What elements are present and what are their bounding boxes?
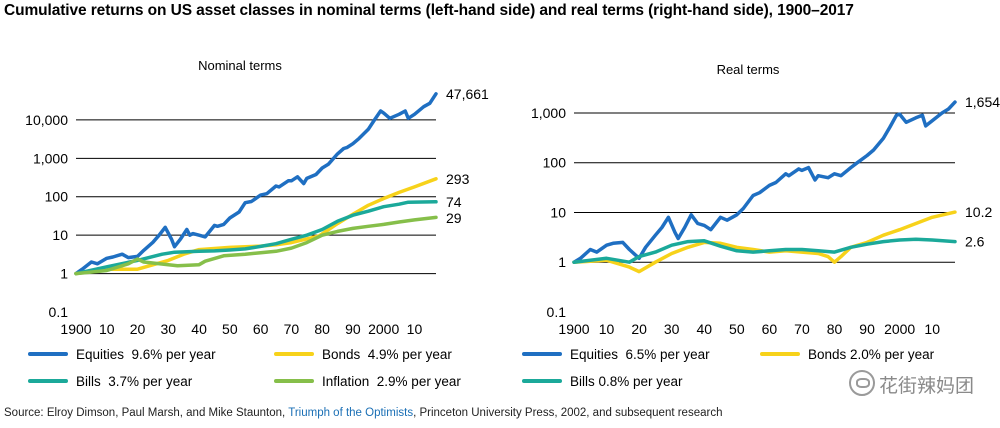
legend-label-equities: Equities 9.6% per year <box>76 347 216 362</box>
series-line-bills <box>572 237 957 264</box>
panel-title: Real terms <box>717 62 780 77</box>
legend-label-inflation: Inflation 2.9% per year <box>322 374 461 389</box>
end-label-bonds: 293 <box>446 171 470 187</box>
legend-label-bills: Bills 3.7% per year <box>76 374 193 389</box>
x-tick-label: 50 <box>222 321 238 337</box>
x-tick-label: 2000 <box>368 321 399 337</box>
x-tick-label: 70 <box>284 321 300 337</box>
y-tick-label: 0.1 <box>547 304 567 320</box>
watermark-text: 花街辣妈团 <box>878 375 974 397</box>
y-tick-label: 1,000 <box>33 150 68 166</box>
x-tick-label: 20 <box>130 321 146 337</box>
x-tick-label: 30 <box>161 321 177 337</box>
x-tick-label: 10 <box>99 321 115 337</box>
end-label-bills: 74 <box>446 194 462 210</box>
x-tick-label: 20 <box>631 321 647 337</box>
x-tick-label: 90 <box>345 321 361 337</box>
end-label-equities: 47,661 <box>446 86 489 102</box>
real-panel: Real terms 0.1 1 10 100 1,000 1900 10 20 30 40 50 60… <box>500 28 1000 408</box>
x-tick-label: 10 <box>599 321 615 337</box>
x-tick-label: 10 <box>407 321 423 337</box>
legend-label-bills: Bills 0.8% per year <box>570 374 683 389</box>
x-tick-label: 40 <box>696 321 712 337</box>
x-tick-label: 50 <box>729 321 745 337</box>
y-tick-label: 1 <box>60 266 68 282</box>
x-tick-label: 2000 <box>884 321 915 337</box>
end-label-bonds: 10.2 <box>965 204 992 220</box>
source-book-link[interactable]: Triumph of the Optimists <box>288 407 414 419</box>
y-tick-label: 10 <box>52 227 68 243</box>
x-tick-label: 70 <box>794 321 810 337</box>
y-tick-label: 100 <box>45 189 69 205</box>
panel-title: Nominal terms <box>198 58 282 73</box>
series-line-inflation <box>74 215 438 276</box>
nominal-panel: Nominal terms 0.1 1 10 100 1,000 10,000 1900 10 2… <box>0 28 500 408</box>
x-tick-label: 40 <box>191 321 207 337</box>
legend-label-equities: Equities 6.5% per year <box>570 347 710 362</box>
y-tick-label: 1 <box>558 254 566 270</box>
legend-label-bonds: Bonds 2.0% per year <box>808 347 935 362</box>
real-chart: Real terms 0.1 1 10 100 1,000 1900 10 20 30 40 50 60… <box>522 62 1000 389</box>
x-tick-label: 80 <box>314 321 330 337</box>
source-suffix: , Princeton University Press, 2002, and … <box>413 407 723 419</box>
x-tick-label: 90 <box>859 321 875 337</box>
end-label-bills: 2.6 <box>965 234 985 250</box>
watermark: 花街辣妈团 <box>848 370 974 398</box>
series-line-equities <box>74 92 438 276</box>
y-tick-label: 100 <box>543 155 567 171</box>
x-tick-label: 1900 <box>60 321 91 337</box>
y-tick-label: 10 <box>550 204 566 220</box>
x-tick-label: 80 <box>827 321 843 337</box>
x-tick-label: 60 <box>253 321 269 337</box>
chart-title: Cumulative returns on US asset classes i… <box>4 2 854 19</box>
nominal-chart: Nominal terms 0.1 1 10 100 1,000 10,000 1900 10 2… <box>25 58 489 389</box>
legend-label-bonds: Bonds 4.9% per year <box>322 347 452 362</box>
x-tick-label: 10 <box>924 321 940 337</box>
source-note: Source: Elroy Dimson, Paul Marsh, and Mi… <box>4 407 722 419</box>
end-label-inflation: 29 <box>446 210 462 226</box>
wechat-icon <box>848 370 875 396</box>
series-line-equities <box>572 100 957 264</box>
y-tick-label: 1,000 <box>531 105 566 121</box>
source-prefix: Source: Elroy Dimson, Paul Marsh, and Mi… <box>4 407 289 419</box>
y-tick-label: 0.1 <box>49 304 69 320</box>
x-tick-label: 1900 <box>558 321 589 337</box>
series-line-bills <box>74 200 438 276</box>
end-label-equities: 1,654 <box>965 94 1000 110</box>
x-tick-label: 60 <box>762 321 778 337</box>
x-tick-label: 30 <box>664 321 680 337</box>
y-tick-label: 10,000 <box>25 112 68 128</box>
